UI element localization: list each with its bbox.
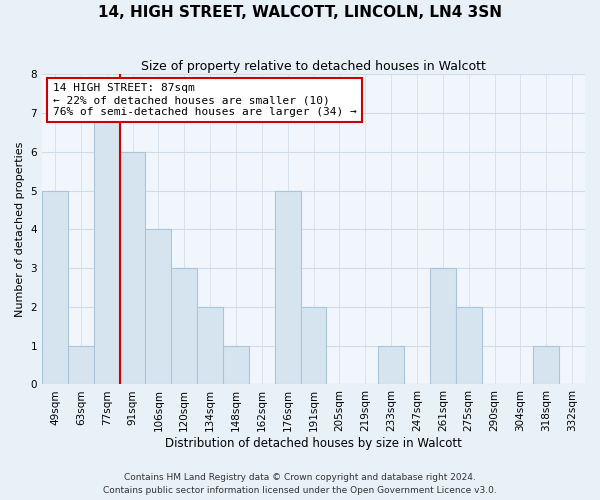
Bar	[42, 190, 68, 384]
Bar	[430, 268, 456, 384]
Bar	[172, 268, 197, 384]
Bar	[275, 190, 301, 384]
Bar	[119, 152, 145, 384]
Bar	[378, 346, 404, 385]
Y-axis label: Number of detached properties: Number of detached properties	[15, 142, 25, 317]
Title: Size of property relative to detached houses in Walcott: Size of property relative to detached ho…	[141, 60, 486, 73]
Bar	[456, 307, 482, 384]
Text: 14, HIGH STREET, WALCOTT, LINCOLN, LN4 3SN: 14, HIGH STREET, WALCOTT, LINCOLN, LN4 3…	[98, 5, 502, 20]
Bar	[197, 307, 223, 384]
Bar	[533, 346, 559, 385]
Text: 14 HIGH STREET: 87sqm
← 22% of detached houses are smaller (10)
76% of semi-deta: 14 HIGH STREET: 87sqm ← 22% of detached …	[53, 84, 356, 116]
X-axis label: Distribution of detached houses by size in Walcott: Distribution of detached houses by size …	[165, 437, 462, 450]
Bar	[145, 230, 172, 384]
Bar	[223, 346, 249, 385]
Bar	[301, 307, 326, 384]
Bar	[94, 113, 119, 384]
Bar	[68, 346, 94, 385]
Text: Contains HM Land Registry data © Crown copyright and database right 2024.
Contai: Contains HM Land Registry data © Crown c…	[103, 474, 497, 495]
